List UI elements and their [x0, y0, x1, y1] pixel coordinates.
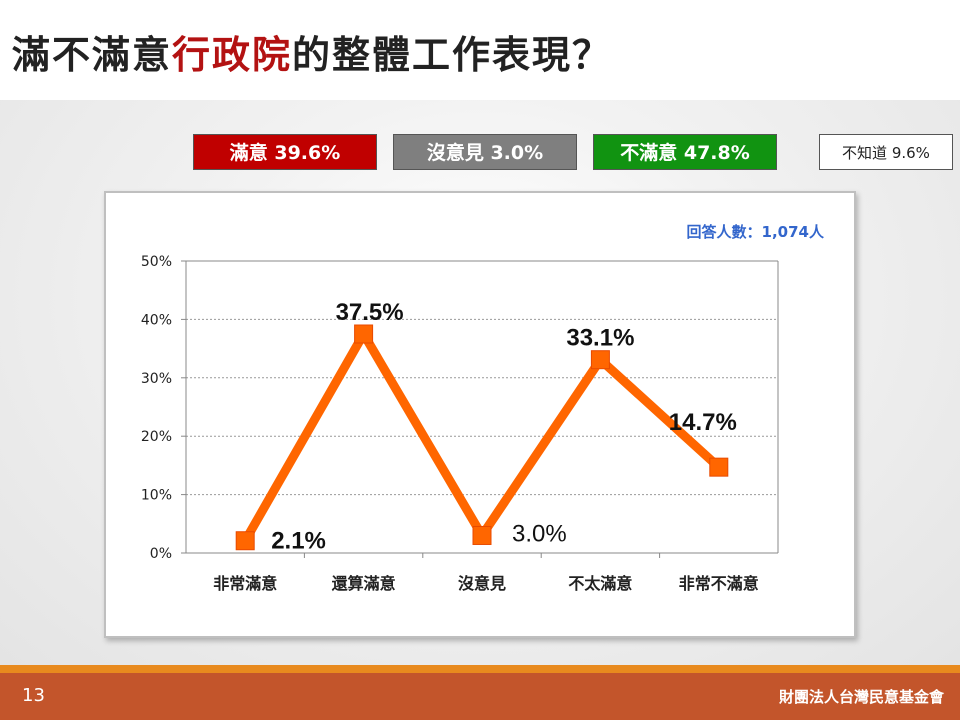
y-tick-label: 50%: [141, 254, 172, 270]
x-tick-label: 非常不滿意: [679, 574, 759, 593]
line-chart: 回答人數：1,074人 0% 10% 20% 30% 40% 50% 非常滿意 還算滿意 沒意見…: [141, 223, 825, 593]
data-point-marker: [709, 457, 729, 477]
organization-name: 財團法人台灣民意基金會: [778, 688, 944, 706]
data-point-marker: [472, 525, 492, 545]
respondent-count: 回答人數：1,074人: [687, 223, 825, 241]
summary-satisfied-box: 滿意 39.6%: [193, 134, 377, 170]
page-number: 13: [22, 685, 45, 706]
y-tick-label: 30%: [141, 371, 172, 387]
series-line: [241, 325, 722, 544]
data-label: 37.5%: [336, 299, 404, 326]
data-label: 2.1%: [271, 528, 326, 555]
footer-stripe: [0, 665, 960, 673]
title-bar: 滿不滿意行政院的整體工作表現？: [0, 0, 960, 100]
x-tick-label: 沒意見: [458, 574, 506, 593]
x-tick-label: 非常滿意: [213, 574, 277, 593]
data-point-marker: [235, 531, 255, 551]
title-prefix: 滿不滿意: [12, 33, 173, 77]
summary-dissatisfied-box: 不滿意 47.8%: [593, 134, 777, 170]
data-label: 3.0%: [512, 520, 567, 547]
title-highlight: 行政院: [172, 33, 293, 77]
chart-panel: 回答人數：1,074人 0% 10% 20% 30% 40% 50% 非常滿意 還算滿意 沒意見…: [104, 191, 856, 638]
data-label: 14.7%: [669, 409, 737, 436]
title-suffix: 的整體工作表現？: [292, 33, 613, 77]
y-tick-label: 40%: [141, 312, 172, 328]
summary-no-opinion-box: 沒意見 3.0%: [393, 134, 577, 170]
footer: 13 財團法人台灣民意基金會: [0, 673, 960, 720]
data-point-marker: [590, 350, 610, 370]
summary-dont-know-box: 不知道 9.6%: [819, 134, 953, 170]
page-title: 滿不滿意行政院的整體工作表現？: [12, 24, 612, 79]
y-tick-label: 0%: [150, 546, 172, 562]
x-tick-label: 還算滿意: [332, 574, 396, 593]
x-tick-label: 不太滿意: [568, 574, 632, 593]
y-tick-label: 20%: [141, 429, 172, 445]
data-label: 33.1%: [566, 325, 634, 352]
data-point-marker: [354, 324, 374, 344]
y-tick-label: 10%: [141, 488, 172, 504]
